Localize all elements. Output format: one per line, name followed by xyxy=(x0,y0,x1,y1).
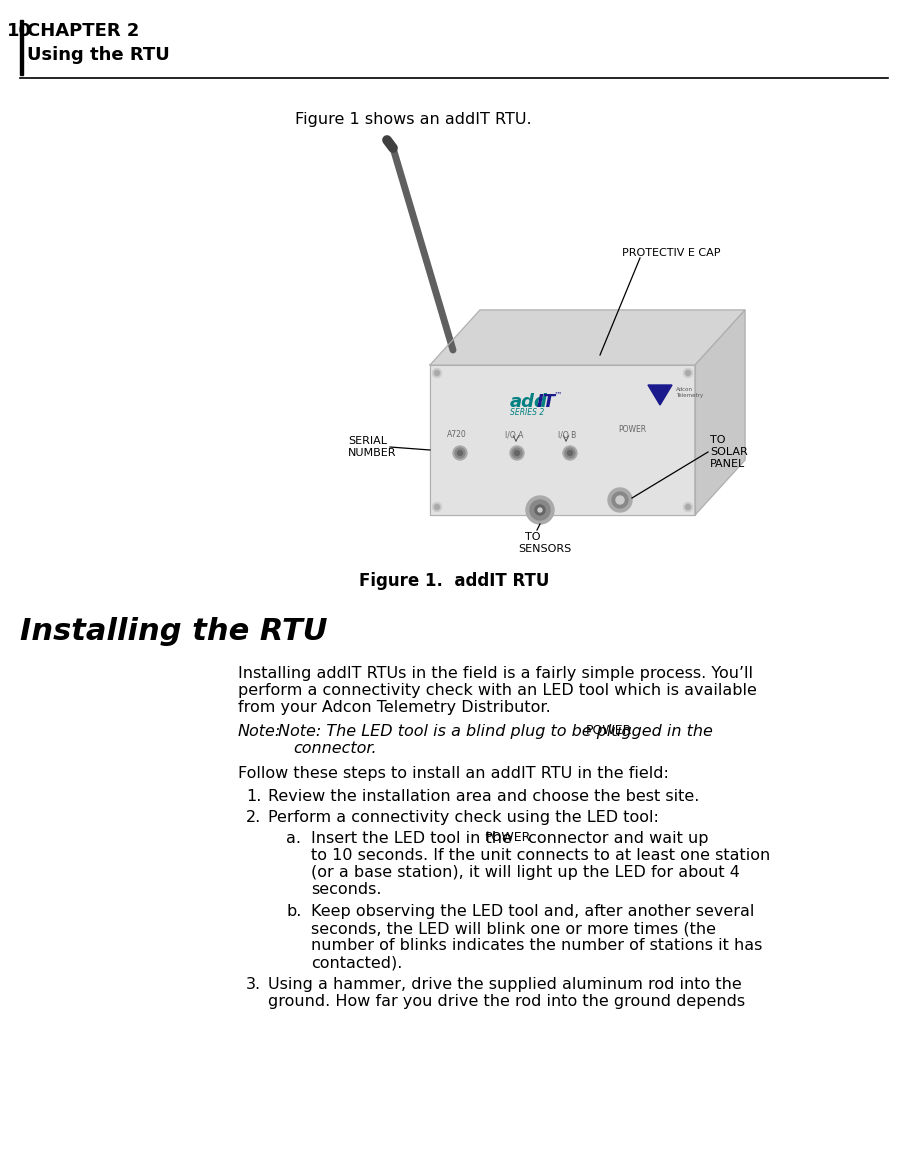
Text: PROTECTIV E CAP: PROTECTIV E CAP xyxy=(622,248,721,258)
Text: Using the RTU: Using the RTU xyxy=(27,47,170,64)
Text: POWER: POWER xyxy=(485,831,531,844)
Text: 1.: 1. xyxy=(246,789,262,804)
Text: b.: b. xyxy=(286,904,301,920)
Text: number of blinks indicates the number of stations it has: number of blinks indicates the number of… xyxy=(311,938,763,953)
Text: CHAPTER 2: CHAPTER 2 xyxy=(27,22,139,40)
Circle shape xyxy=(608,488,632,512)
Polygon shape xyxy=(430,310,745,365)
Text: Keep observing the LED tool and, after another several: Keep observing the LED tool and, after a… xyxy=(311,904,755,920)
Text: add: add xyxy=(510,393,548,411)
Text: POWER: POWER xyxy=(618,425,646,434)
Text: TO: TO xyxy=(710,435,725,445)
Polygon shape xyxy=(430,365,695,514)
Circle shape xyxy=(538,508,542,512)
Circle shape xyxy=(565,448,575,457)
Text: I/O B: I/O B xyxy=(558,430,577,439)
Circle shape xyxy=(612,492,628,508)
Text: 3.: 3. xyxy=(246,977,262,992)
Text: a.: a. xyxy=(286,831,301,846)
Text: IT: IT xyxy=(537,393,556,411)
Text: PANEL: PANEL xyxy=(710,459,745,469)
Circle shape xyxy=(526,496,554,524)
Text: Note:: Note: xyxy=(238,724,281,739)
Text: (or a base station), it will light up the LED for about 4: (or a base station), it will light up th… xyxy=(311,865,740,880)
Text: from your Adcon Telemetry Distributor.: from your Adcon Telemetry Distributor. xyxy=(238,700,551,715)
Circle shape xyxy=(435,504,439,510)
Text: SOLAR: SOLAR xyxy=(710,447,748,457)
Circle shape xyxy=(455,448,465,457)
Text: Insert the LED tool in the: Insert the LED tool in the xyxy=(311,831,517,846)
Circle shape xyxy=(563,446,577,460)
Text: POWER: POWER xyxy=(586,724,632,737)
Text: SERIES 2: SERIES 2 xyxy=(510,409,544,417)
Circle shape xyxy=(686,504,690,510)
Text: perform a connectivity check with an LED tool which is available: perform a connectivity check with an LED… xyxy=(238,683,757,698)
Text: seconds.: seconds. xyxy=(311,882,381,897)
Text: Figure 1 shows an addIT RTU.: Figure 1 shows an addIT RTU. xyxy=(295,112,531,127)
Text: 2.: 2. xyxy=(246,810,262,825)
Text: Installing the RTU: Installing the RTU xyxy=(20,617,328,646)
Circle shape xyxy=(530,501,550,520)
Polygon shape xyxy=(695,310,745,514)
Text: Figure 1.  addIT RTU: Figure 1. addIT RTU xyxy=(359,572,549,590)
Text: Using a hammer, drive the supplied aluminum rod into the: Using a hammer, drive the supplied alumi… xyxy=(268,977,742,992)
Text: contacted).: contacted). xyxy=(311,954,402,970)
Circle shape xyxy=(458,450,462,455)
Text: Installing addIT RTUs in the field is a fairly simple process. You’ll: Installing addIT RTUs in the field is a … xyxy=(238,666,753,681)
Text: Follow these steps to install an addIT RTU in the field:: Follow these steps to install an addIT R… xyxy=(238,766,669,781)
Text: 10: 10 xyxy=(7,22,32,40)
Polygon shape xyxy=(648,385,672,405)
Text: A720: A720 xyxy=(447,430,467,439)
Text: Perform a connectivity check using the LED tool:: Perform a connectivity check using the L… xyxy=(268,810,659,825)
Text: connector.: connector. xyxy=(293,741,377,755)
Text: NUMBER: NUMBER xyxy=(348,448,397,457)
Text: Review the installation area and choose the best site.: Review the installation area and choose … xyxy=(268,789,699,804)
Text: SERIAL: SERIAL xyxy=(348,436,387,446)
Circle shape xyxy=(453,446,467,460)
Text: TO: TO xyxy=(525,532,540,542)
Text: to 10 seconds. If the unit connects to at least one station: to 10 seconds. If the unit connects to a… xyxy=(311,849,770,863)
Circle shape xyxy=(686,370,690,376)
Circle shape xyxy=(435,370,439,376)
Text: Note: The LED tool is a blind plug to be plugged in the: Note: The LED tool is a blind plug to be… xyxy=(278,724,718,739)
Text: SENSORS: SENSORS xyxy=(518,544,571,554)
Text: connector and wait up: connector and wait up xyxy=(523,831,708,846)
Circle shape xyxy=(432,369,441,377)
Circle shape xyxy=(616,496,624,504)
Circle shape xyxy=(515,450,519,455)
Circle shape xyxy=(510,446,524,460)
Text: ground. How far you drive the rod into the ground depends: ground. How far you drive the rod into t… xyxy=(268,994,745,1009)
Circle shape xyxy=(432,503,441,511)
Text: ™: ™ xyxy=(554,391,562,400)
Circle shape xyxy=(684,369,693,377)
Circle shape xyxy=(684,503,693,511)
Bar xyxy=(20,20,23,74)
Circle shape xyxy=(568,450,573,455)
Circle shape xyxy=(535,505,545,514)
Circle shape xyxy=(512,448,522,457)
Text: Adcon
Telemetry: Adcon Telemetry xyxy=(676,386,703,398)
Text: seconds, the LED will blink one or more times (the: seconds, the LED will blink one or more … xyxy=(311,921,716,936)
Text: I/O A: I/O A xyxy=(505,430,523,439)
